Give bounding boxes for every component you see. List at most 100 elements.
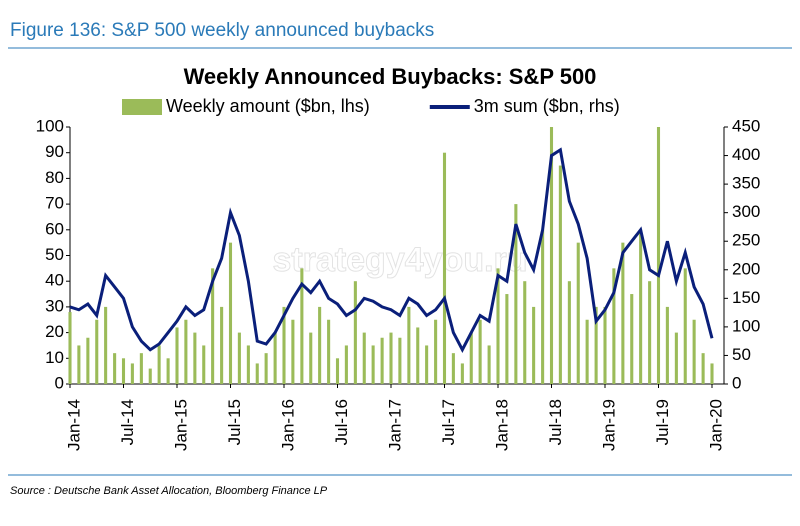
bar bbox=[648, 281, 652, 384]
x-tick-label: Jan-18 bbox=[492, 399, 511, 451]
bar bbox=[273, 332, 277, 384]
x-tick-label: Jul-17 bbox=[439, 399, 458, 445]
y-tick-label: 30 bbox=[45, 296, 64, 315]
bar bbox=[353, 281, 357, 384]
bar bbox=[532, 306, 536, 384]
bar bbox=[77, 345, 81, 384]
bar bbox=[612, 268, 616, 384]
bar bbox=[701, 353, 705, 384]
bar bbox=[549, 127, 554, 384]
bar bbox=[442, 152, 447, 384]
x-tick-label: Jan-17 bbox=[385, 399, 404, 451]
watermark: strategy4you.ru bbox=[272, 241, 527, 279]
x-tick-label: Jul-14 bbox=[118, 399, 137, 445]
bar bbox=[496, 268, 500, 384]
x-tick-label: Jan-20 bbox=[706, 399, 725, 451]
y-tick-label: 90 bbox=[45, 142, 64, 161]
bar bbox=[291, 319, 295, 384]
bar bbox=[193, 332, 197, 384]
bar bbox=[309, 332, 313, 384]
bar bbox=[594, 306, 598, 384]
y2-tick-label: 250 bbox=[732, 231, 760, 250]
y2-tick-label: 0 bbox=[732, 373, 741, 392]
bar bbox=[639, 229, 643, 384]
y2-tick-label: 150 bbox=[732, 288, 760, 307]
bar bbox=[576, 242, 580, 384]
bar bbox=[425, 345, 429, 384]
legend-swatch bbox=[122, 99, 162, 115]
bar bbox=[246, 345, 250, 384]
bar bbox=[237, 332, 241, 384]
bar bbox=[121, 358, 126, 384]
bar bbox=[175, 327, 179, 384]
bar bbox=[220, 306, 224, 384]
bar bbox=[434, 319, 438, 384]
x-tick-label: Jul-18 bbox=[546, 399, 565, 445]
x-tick-label: Jan-15 bbox=[171, 399, 190, 451]
bar bbox=[228, 242, 233, 384]
bar bbox=[683, 268, 687, 384]
bar bbox=[710, 363, 714, 384]
legend-label: 3m sum ($bn, rhs) bbox=[474, 96, 620, 116]
bar bbox=[665, 306, 669, 384]
x-tick-label: Jul-16 bbox=[332, 399, 351, 445]
bar bbox=[211, 268, 215, 384]
bar bbox=[621, 242, 625, 384]
bar bbox=[255, 363, 259, 384]
y2-tick-label: 100 bbox=[732, 316, 760, 335]
y2-tick-label: 300 bbox=[732, 202, 760, 221]
y2-tick-label: 450 bbox=[732, 116, 760, 135]
bar bbox=[567, 281, 571, 384]
bar bbox=[335, 358, 340, 384]
bar bbox=[166, 358, 170, 384]
y2-tick-label: 200 bbox=[732, 259, 760, 278]
y-tick-label: 10 bbox=[45, 348, 64, 367]
x-tick-label: Jul-15 bbox=[225, 399, 244, 445]
x-tick-label: Jan-14 bbox=[64, 399, 83, 451]
bar bbox=[398, 337, 402, 384]
bar bbox=[523, 281, 527, 384]
x-tick-label: Jul-19 bbox=[653, 399, 672, 445]
bar bbox=[656, 127, 661, 384]
bar bbox=[380, 337, 384, 384]
y-tick-label: 100 bbox=[36, 116, 64, 135]
bar bbox=[202, 345, 206, 384]
y-tick-label: 0 bbox=[55, 373, 64, 392]
bar bbox=[541, 229, 545, 384]
x-tick-label: Jan-16 bbox=[278, 399, 297, 451]
bar bbox=[148, 368, 152, 384]
bar bbox=[113, 353, 117, 384]
bar bbox=[264, 353, 268, 384]
chart-title: Weekly Announced Buybacks: S&P 500 bbox=[184, 64, 597, 89]
bar bbox=[416, 327, 420, 384]
bar bbox=[407, 306, 411, 384]
bar bbox=[139, 353, 143, 384]
bar bbox=[344, 345, 348, 384]
bar bbox=[300, 268, 304, 384]
y-tick-label: 60 bbox=[45, 219, 64, 238]
bar bbox=[95, 319, 99, 384]
bar bbox=[674, 332, 678, 384]
bar bbox=[558, 165, 562, 384]
bar bbox=[630, 294, 634, 384]
bar bbox=[184, 319, 188, 384]
bar bbox=[282, 306, 286, 384]
bar bbox=[478, 319, 482, 384]
y2-tick-label: 400 bbox=[732, 145, 760, 164]
y-tick-label: 20 bbox=[45, 322, 64, 341]
bar bbox=[104, 306, 108, 384]
y2-tick-label: 350 bbox=[732, 174, 760, 193]
bar bbox=[451, 353, 455, 384]
bar bbox=[487, 345, 491, 384]
bar bbox=[460, 363, 464, 384]
bar bbox=[86, 337, 90, 384]
bar bbox=[505, 294, 509, 384]
bar bbox=[130, 363, 134, 384]
bar bbox=[585, 319, 589, 384]
bar bbox=[157, 345, 161, 384]
bar bbox=[327, 319, 331, 384]
bar bbox=[603, 306, 607, 384]
legend-label: Weekly amount ($bn, lhs) bbox=[166, 96, 370, 116]
